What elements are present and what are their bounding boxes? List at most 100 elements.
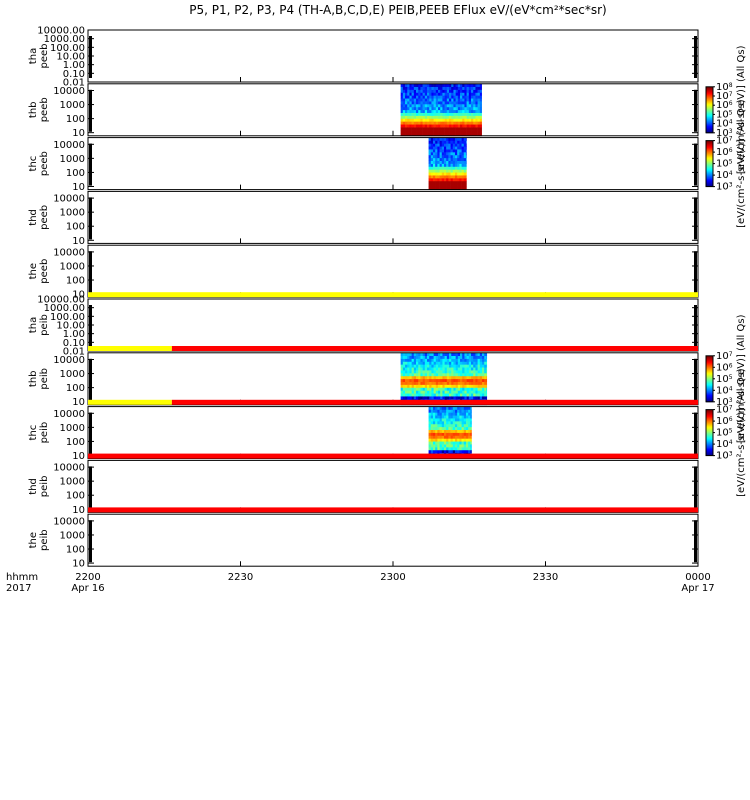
panel-the-peeb: 10000 1000 100 10 thepeeb [28, 244, 699, 301]
xtick-sublabel: Apr 17 [681, 583, 714, 594]
ytick-label: 10000 [53, 140, 85, 151]
ytick-label: 10000 [53, 247, 85, 258]
ytick-label: 1000 [60, 423, 85, 434]
ytick-label: 10 [72, 559, 85, 570]
colorbar-title: [eV/(cm²-s-sr-eV)] (All Qs) [736, 45, 747, 174]
edge-marker-left [89, 143, 92, 186]
panel-label-the-peib: thepeib [28, 529, 50, 551]
colorbar-tick-label: 105 [716, 428, 733, 439]
xtick-label: 2300 [380, 572, 405, 583]
spectrogram-block-thc-peeb-0 [428, 137, 467, 190]
flag-bar-segment [88, 453, 698, 459]
edge-marker-left [89, 358, 92, 401]
colorbar-tick-label: 107 [716, 405, 733, 416]
panel-frame [87, 352, 699, 406]
ytick-label: 100 [66, 437, 85, 448]
ytick-label: 10 [72, 128, 85, 139]
colorbar-tick-label: 106 [716, 100, 733, 111]
edge-marker-left [89, 412, 92, 455]
colorbar-tick-label: 108 [716, 82, 733, 93]
colorbar-tick-label: 103 [716, 397, 733, 408]
flag-bar-segment [171, 346, 699, 351]
colorbar-tick-label: 107 [716, 351, 733, 362]
colorbar-tick-label: 105 [716, 109, 733, 120]
edge-marker-left [89, 305, 92, 347]
panel-thd-peeb: 10000 1000 100 10 thdpeeb [28, 190, 699, 247]
chart-title: P5, P1, P2, P3, P4 (TH-A,B,C,D,E) PEIB,P… [189, 3, 606, 17]
ytick-label: 1000 [60, 261, 85, 272]
panel-label-thd-peeb: thdpeeb [28, 205, 50, 230]
panel-frame [87, 406, 699, 460]
ytick-label: 10 [72, 505, 85, 516]
edge-marker-right [694, 305, 697, 347]
ytick-label: 10 [72, 451, 85, 462]
year-row-label: 2017 [6, 583, 31, 594]
ytick-label: 10000 [53, 86, 85, 97]
panel-label-thd-peib: thdpeib [28, 476, 50, 498]
xtick-label: 0000 [685, 572, 710, 583]
flag-bar-segment [88, 346, 172, 351]
ytick-label: 10000 [53, 463, 85, 474]
colorbar-title: [eV/(cm²-s-sr-eV)] (All Qs) [736, 314, 747, 443]
ytick-label: 1000 [60, 208, 85, 219]
edge-marker-right [694, 412, 697, 455]
ytick-label: 10000 [53, 355, 85, 366]
ytick-label: 10 [72, 182, 85, 193]
ytick-label: 0.01 [63, 347, 85, 358]
ytick-label: 10.00 [56, 321, 85, 332]
edge-marker-left [89, 251, 92, 294]
colorbar-tick-label: 104 [716, 119, 733, 130]
panel-label-thc-peib: thcpeib [28, 422, 50, 444]
panel-frame [87, 83, 699, 137]
ytick-label: 1000 [60, 154, 85, 165]
ytick-label: 100 [66, 222, 85, 233]
ytick-label: 1000 [60, 100, 85, 111]
edge-marker-right [694, 89, 697, 132]
ytick-label: 10000 [53, 516, 85, 527]
edge-marker-right [694, 36, 697, 78]
edge-marker-left [89, 520, 92, 563]
flag-bar-segment [88, 507, 698, 513]
ytick-label: 1000.00 [44, 303, 85, 314]
ytick-label: 10000.00 [37, 295, 85, 306]
panel-frame [87, 459, 699, 513]
ytick-label: 1.00 [63, 329, 85, 340]
edge-marker-left [89, 36, 92, 78]
panel-label-tha-peeb: thapeeb [28, 44, 50, 69]
panel-thd-peib: 10000 1000 100 10 thdpeib [28, 459, 699, 516]
spectrogram-block-thc-peib-0 [428, 406, 472, 459]
colorbar-tick-label: 107 [716, 91, 733, 102]
ytick-label: 1000 [60, 477, 85, 488]
colorbar-title: [eV/(cm²-s-sr-eV)] (All Qs) [736, 368, 747, 497]
colorbar-tick-label: 105 [716, 159, 733, 170]
ytick-label: 10000 [53, 194, 85, 205]
colorbar-tick-label: 104 [716, 170, 733, 181]
ytick-label: 0.10 [63, 338, 85, 349]
ytick-label: 100.00 [50, 312, 85, 323]
spectrogram-block-thb-peib-0 [400, 352, 488, 406]
panel-label-tha-peib: thapeib [28, 314, 50, 336]
panel-label-thb-peib: thbpeib [28, 368, 50, 390]
colorbar-tick-label: 104 [716, 439, 733, 450]
panel-label-thb-peeb: thbpeeb [28, 97, 50, 122]
edge-marker-right [694, 466, 697, 509]
edge-marker-right [694, 358, 697, 401]
colorbar-tick-label: 103 [716, 182, 733, 193]
colorbar-tick-label: 103 [716, 451, 733, 462]
ytick-label: 1.00 [63, 60, 85, 71]
ytick-label: 100.00 [50, 43, 85, 54]
ytick-label: 100 [66, 168, 85, 179]
edge-marker-left [89, 466, 92, 509]
edge-marker-left [89, 197, 92, 240]
ytick-label: 1000 [60, 530, 85, 541]
colorbar-tick-label: 106 [716, 416, 733, 427]
flag-bar-segment [88, 399, 172, 405]
